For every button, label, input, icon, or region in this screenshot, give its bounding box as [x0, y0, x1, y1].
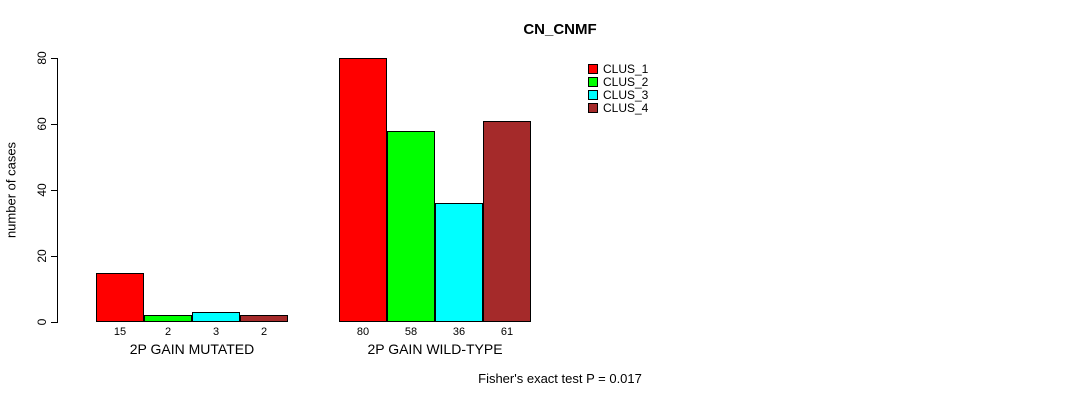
- bar-clus_4-2: [483, 120, 531, 322]
- bar-value-label: 36: [452, 326, 466, 338]
- bar-value-label: 3: [212, 326, 220, 338]
- legend-swatch-icon: [588, 89, 598, 100]
- legend-swatch-icon: [588, 102, 598, 113]
- category-label: 2P GAIN WILD-TYPE: [367, 341, 503, 357]
- y-tick-mark: [51, 256, 58, 257]
- bar-value-label: 2: [260, 326, 268, 338]
- legend-item: CLUS_1: [588, 61, 649, 76]
- y-tick-label: 0: [35, 318, 49, 326]
- bar-clus_1-2: [339, 58, 387, 322]
- bar-value-label: 61: [500, 326, 514, 338]
- legend-item: CLUS_2: [588, 74, 649, 89]
- bar-clus_2-2: [387, 130, 435, 322]
- legend-label: CLUS_2: [603, 74, 649, 89]
- legend-label: CLUS_1: [603, 61, 649, 76]
- category-label: 2P GAIN MUTATED: [129, 341, 255, 357]
- chart-title: CN_CNMF: [523, 21, 597, 38]
- legend-label: CLUS_4: [603, 100, 649, 115]
- bar-value-label: 15: [113, 326, 127, 338]
- legend: CLUS_1 CLUS_2 CLUS_3 CLUS_4: [588, 61, 649, 115]
- bar-clus_1-1: [96, 272, 144, 322]
- bar-value-label: 58: [404, 326, 418, 338]
- y-tick-label: 80: [35, 51, 49, 65]
- bar-clus_4-1: [240, 315, 288, 322]
- y-tick-mark: [51, 190, 58, 191]
- legend-swatch-icon: [588, 63, 598, 74]
- y-tick-label: 40: [35, 183, 49, 197]
- legend-swatch-icon: [588, 76, 598, 87]
- bar-clus_2-1: [144, 315, 192, 322]
- annotation-text: Fisher's exact test P = 0.017: [478, 371, 642, 386]
- y-tick-label: 20: [35, 249, 49, 263]
- y-tick-mark: [51, 322, 58, 323]
- legend-item: CLUS_3: [588, 87, 649, 102]
- y-tick-mark: [51, 124, 58, 125]
- bar-value-label: 2: [164, 326, 172, 338]
- legend-label: CLUS_3: [603, 87, 649, 102]
- bar-clus_3-1: [192, 312, 240, 322]
- y-tick-mark: [51, 58, 58, 59]
- y-axis-label: number of cases: [3, 141, 19, 239]
- bar-value-label: 80: [356, 326, 370, 338]
- bar-clus_3-2: [435, 203, 483, 322]
- y-tick-label: 60: [35, 117, 49, 131]
- legend-item: CLUS_4: [588, 100, 649, 115]
